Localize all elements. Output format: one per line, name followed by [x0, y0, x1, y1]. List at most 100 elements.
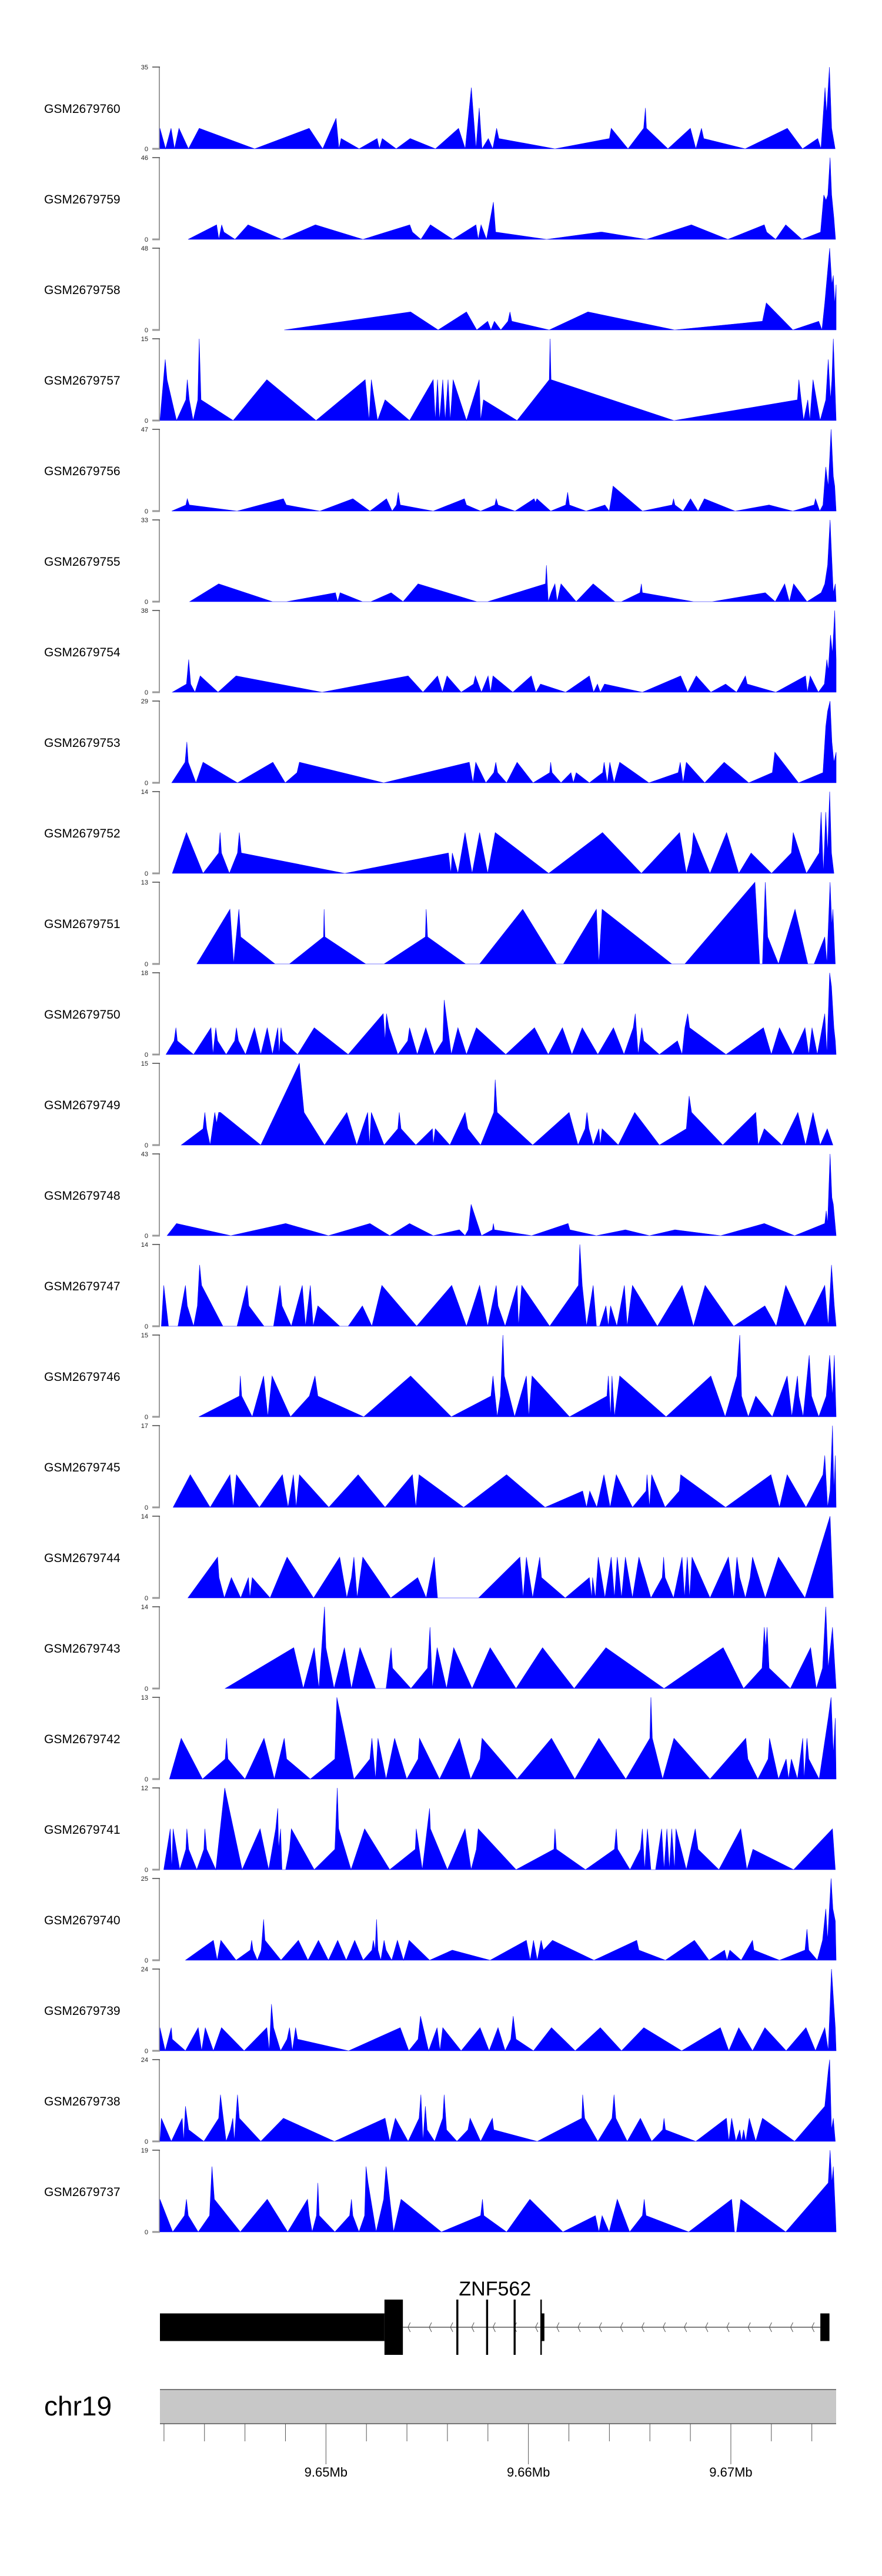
- coverage-area: [163, 1787, 836, 1871]
- y-axis-max-label: 38: [141, 608, 148, 615]
- strand-arrow-icon: [705, 2322, 709, 2333]
- coverage-track: 35 0: [141, 64, 836, 153]
- track-label: GSM2679750: [44, 1007, 121, 1022]
- y-axis-zero-label: 0: [145, 418, 148, 425]
- gene-name-label: ZNF562: [459, 2278, 531, 2300]
- coverage-track: 15 0: [141, 1060, 833, 1149]
- y-axis-max-label: 12: [141, 1785, 148, 1792]
- y-axis-zero-label: 0: [145, 689, 148, 696]
- coverage-area: [165, 972, 837, 1056]
- coverage-track: 14 0: [141, 1513, 834, 1602]
- track-label: GSM2679757: [44, 373, 121, 388]
- coverage-area: [172, 791, 834, 874]
- y-axis-zero-label: 0: [145, 508, 148, 515]
- strand-arrow-icon: [599, 2322, 602, 2333]
- strand-arrow-icon: [620, 2322, 623, 2333]
- track-label: GSM2679760: [44, 102, 121, 116]
- exon-utr: [160, 2313, 385, 2341]
- y-axis-max-label: 13: [141, 1694, 148, 1701]
- strand-arrow-icon: [407, 2322, 411, 2333]
- chromosome-bar: [160, 2390, 836, 2424]
- coverage-track: 13 0: [141, 1694, 837, 1783]
- y-axis-max-label: 24: [141, 2057, 148, 2064]
- y-axis-max-label: 29: [141, 698, 148, 705]
- coverage-track: 24 0: [141, 1966, 837, 2055]
- strand-arrow-icon: [790, 2322, 793, 2333]
- coverage-track: 43 0: [141, 1151, 837, 1240]
- track-label: GSM2679752: [44, 826, 121, 840]
- track-label: GSM2679751: [44, 917, 121, 931]
- y-axis-max-label: 15: [141, 1332, 148, 1339]
- coverage-track: 17 0: [141, 1423, 837, 1511]
- track-label: GSM2679738: [44, 2094, 121, 2108]
- exon-coding: [486, 2300, 489, 2355]
- coverage-area: [196, 882, 836, 965]
- y-axis-zero-label: 0: [145, 1867, 148, 1874]
- y-axis-zero-label: 0: [145, 1776, 148, 1783]
- track-label: GSM2679737: [44, 2185, 121, 2199]
- strand-arrow-icon: [663, 2322, 666, 2333]
- coverage-track: 46 0: [141, 155, 836, 243]
- coverage-area: [159, 66, 836, 150]
- y-axis-max-label: 14: [141, 789, 148, 796]
- y-axis-zero-label: 0: [145, 870, 148, 877]
- coverage-track: 24 0: [141, 2057, 836, 2145]
- coverage-area: [181, 1062, 833, 1146]
- coverage-area: [159, 2059, 836, 2143]
- y-axis-max-label: 15: [141, 1060, 148, 1067]
- coverage-track: 48 0: [141, 245, 837, 334]
- strand-arrow-icon: [471, 2322, 475, 2333]
- strand-arrow-icon: [641, 2322, 644, 2333]
- strand-arrow-icon: [769, 2322, 772, 2333]
- axis-tick-label: 9.66Mb: [507, 2465, 550, 2480]
- track-label: GSM2679746: [44, 1370, 121, 1384]
- y-axis-max-label: 14: [141, 1604, 148, 1611]
- coverage-track: 18 0: [141, 970, 837, 1059]
- coverage-area: [224, 1606, 837, 1689]
- coverage-area: [198, 1334, 837, 1418]
- y-axis-zero-label: 0: [145, 961, 148, 968]
- coverage-area: [187, 1516, 834, 1599]
- track-label: GSM2679748: [44, 1189, 121, 1203]
- y-axis-zero-label: 0: [145, 2048, 148, 2055]
- exon-utr: [820, 2313, 830, 2341]
- y-axis-zero-label: 0: [145, 599, 148, 606]
- strand-arrow-icon: [747, 2322, 751, 2333]
- coverage-track: 13 0: [141, 879, 836, 968]
- y-axis-max-label: 17: [141, 1423, 148, 1430]
- strand-arrow-icon: [535, 2322, 539, 2333]
- coverage-area: [189, 519, 837, 603]
- coverage-track: 29 0: [141, 698, 837, 787]
- track-label: GSM2679741: [44, 1823, 121, 1837]
- coverage-track: 14 0: [141, 1242, 837, 1330]
- coverage-area: [171, 429, 837, 512]
- coverage-area: [169, 1697, 837, 1780]
- gene-model-track: ZNF562: [160, 2278, 830, 2355]
- exon-coding: [513, 2300, 516, 2355]
- y-axis-zero-label: 0: [145, 780, 148, 787]
- track-label: GSM2679758: [44, 283, 121, 297]
- strand-arrow-icon: [450, 2322, 453, 2333]
- genomic-axis: 9.65Mb 9.66Mb 9.67Mb: [163, 2424, 813, 2480]
- coverage-area: [166, 1153, 837, 1236]
- y-axis-zero-label: 0: [145, 1595, 148, 1602]
- y-axis-zero-label: 0: [145, 2229, 148, 2236]
- y-axis-max-label: 18: [141, 970, 148, 977]
- coverage-area: [172, 1425, 837, 1508]
- y-axis-zero-label: 0: [145, 236, 148, 243]
- coverage-area: [159, 2150, 837, 2233]
- track-label: GSM2679749: [44, 1098, 121, 1112]
- y-axis-zero-label: 0: [145, 1414, 148, 1421]
- coverage-track: 12 0: [141, 1785, 836, 1874]
- track-label: GSM2679743: [44, 1641, 121, 1656]
- track-label: GSM2679755: [44, 555, 121, 569]
- strand-arrow-icon: [726, 2322, 730, 2333]
- y-axis-max-label: 14: [141, 1242, 148, 1249]
- axis-tick-label: 9.67Mb: [709, 2465, 752, 2480]
- track-label: GSM2679745: [44, 1460, 121, 1474]
- y-axis-zero-label: 0: [145, 327, 148, 334]
- exon-coding: [540, 2300, 542, 2355]
- strand-arrow-icon: [492, 2322, 496, 2333]
- y-axis-max-label: 48: [141, 245, 148, 252]
